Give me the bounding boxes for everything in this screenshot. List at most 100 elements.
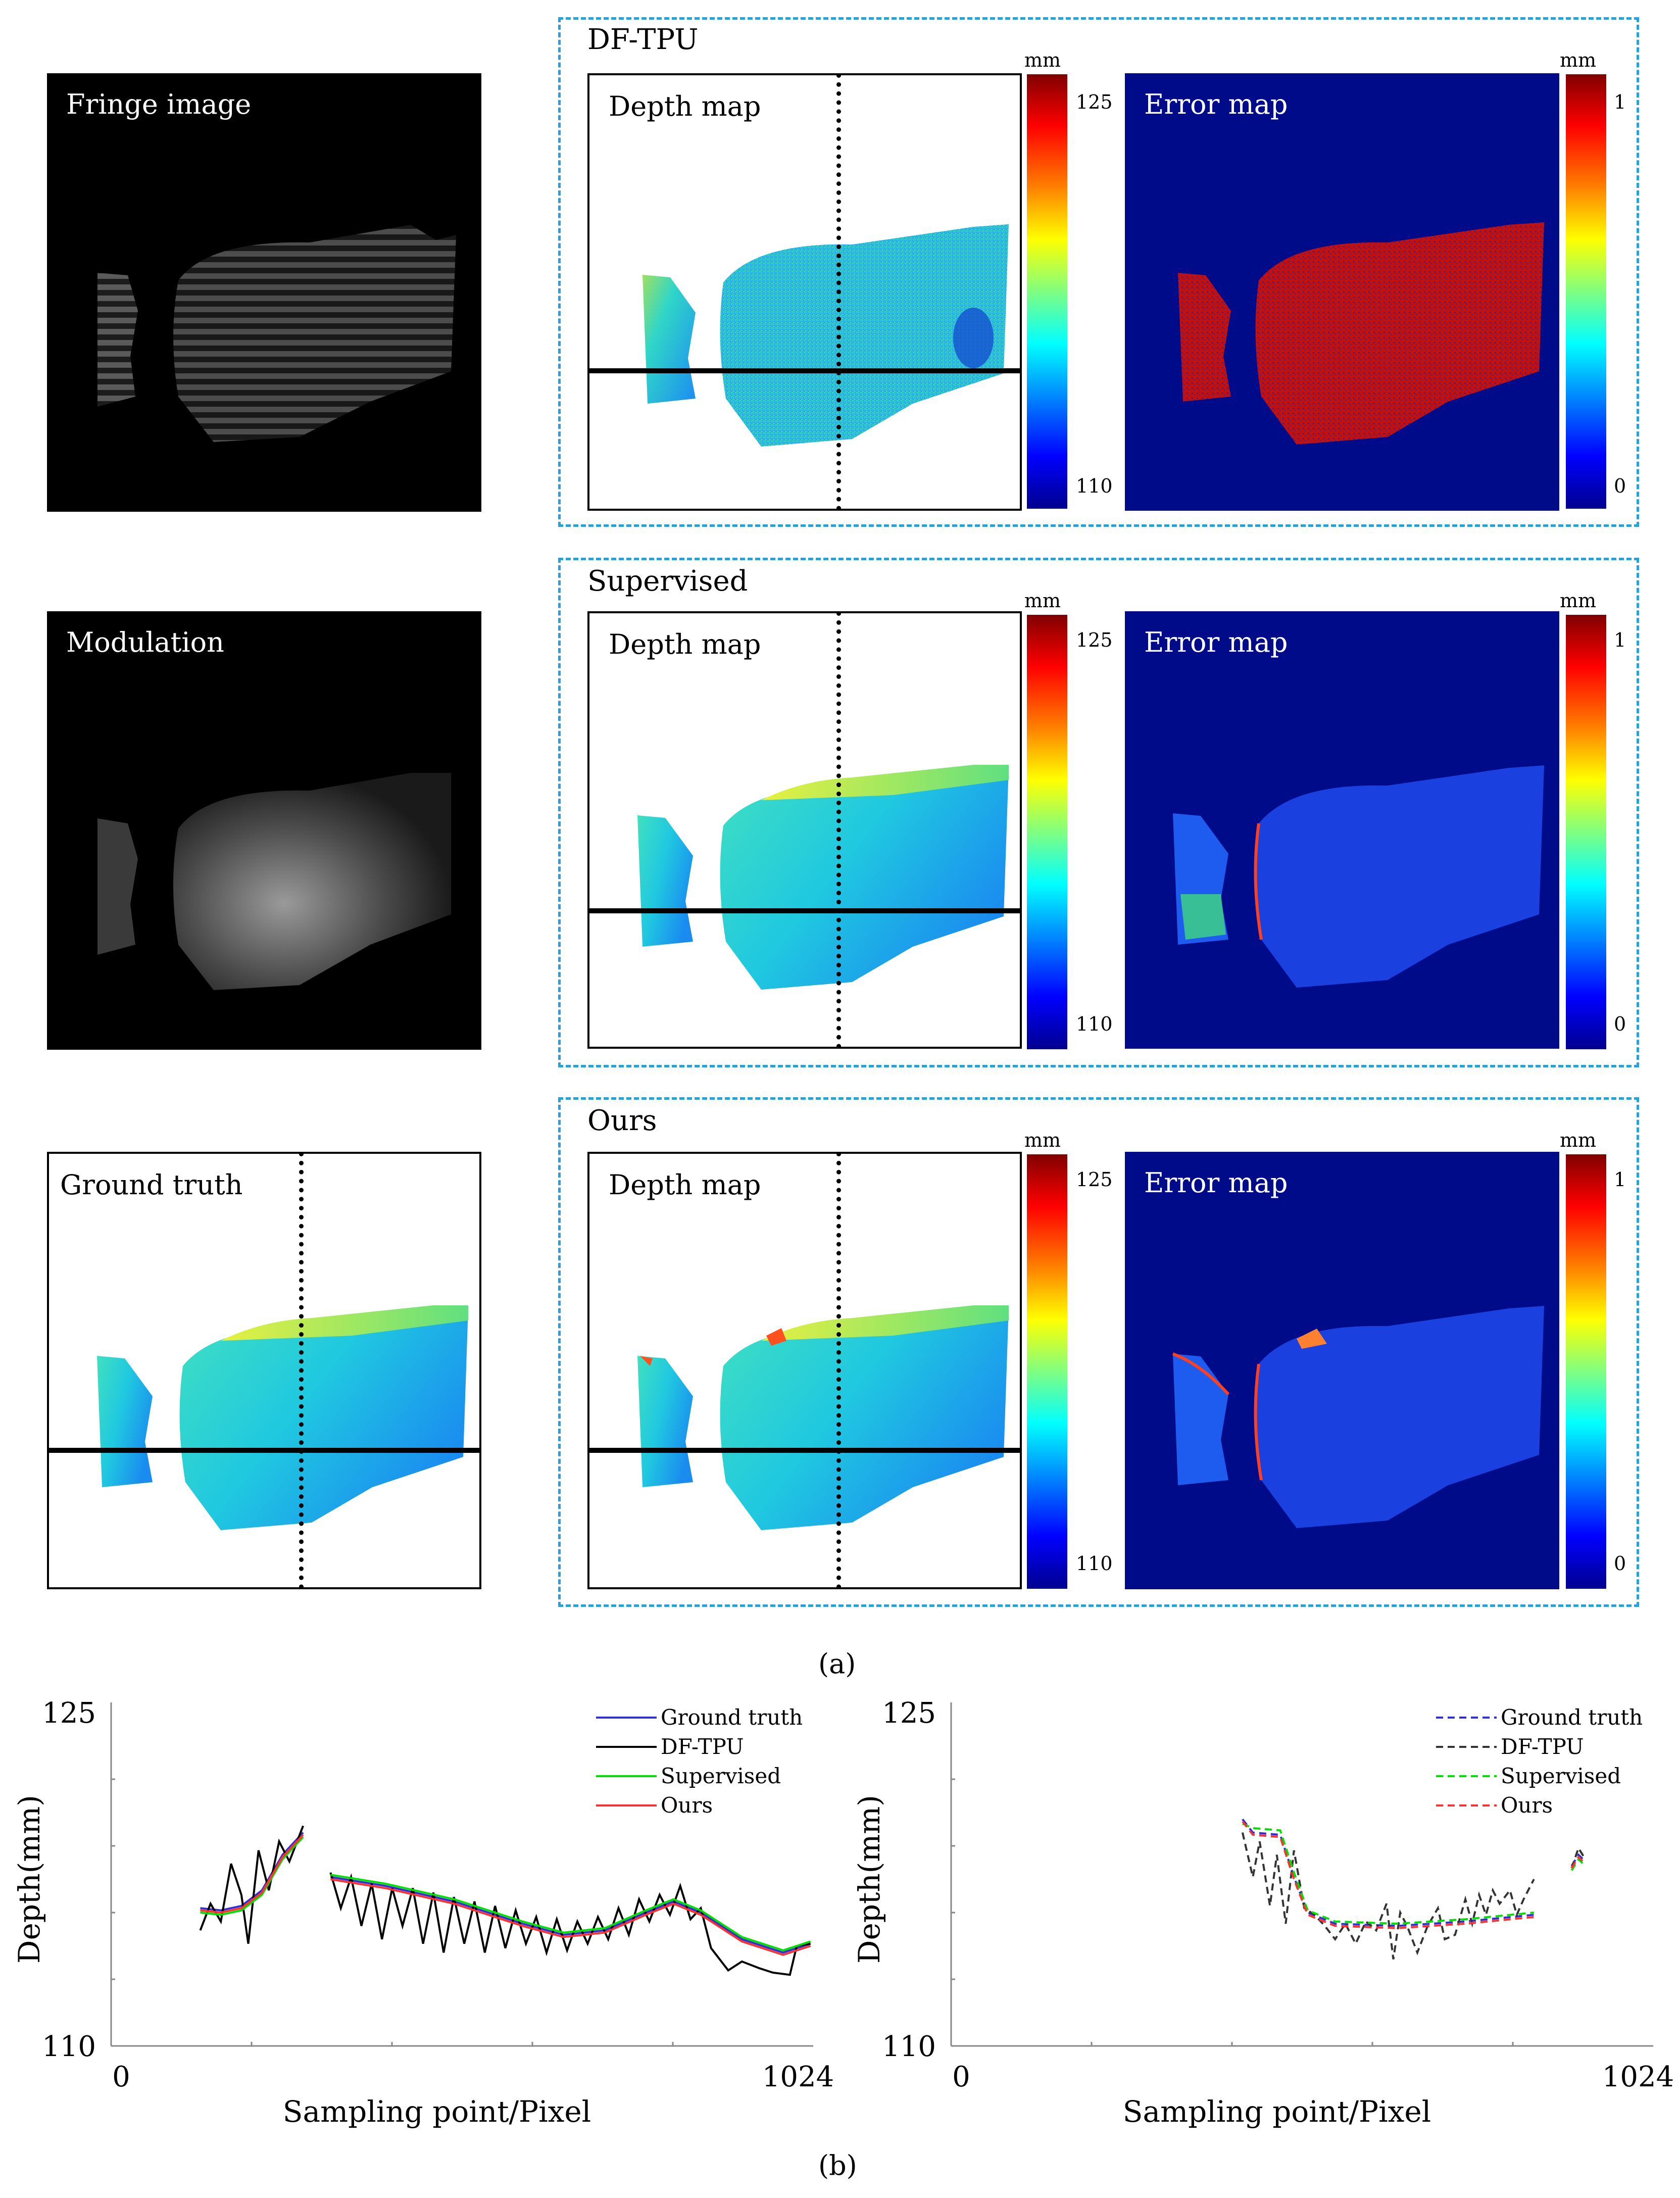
supervised-error-picture: [1173, 765, 1544, 988]
ours-title: Ours: [587, 1104, 657, 1137]
depth-cb-unit-1: mm: [1024, 49, 1061, 71]
error-colorbar-1: [1566, 74, 1606, 509]
ground-truth-label: Ground truth: [60, 1169, 243, 1201]
ours-depth-picture: [637, 1305, 1009, 1530]
ground-truth-vline: [299, 1152, 304, 1589]
modulation-label: Modulation: [66, 626, 224, 658]
series-df-tpu-seg-0: [1241, 1832, 1535, 1960]
y-tick-label-max: 125: [42, 1697, 96, 1730]
depth-colorbar-1: [1027, 74, 1067, 509]
ours-error-picture: [1172, 1306, 1544, 1528]
modulation-picture: [97, 773, 451, 990]
supervised-depth-map: Depth map: [587, 611, 1022, 1049]
supervised-depth-label: Depth map: [609, 628, 761, 660]
error-cb-max-2: 1: [1614, 629, 1626, 651]
fringe-image-picture: [97, 225, 456, 442]
depth-cb-min-1: 110: [1076, 475, 1113, 497]
series-df-tpu-seg-1: [1570, 1845, 1587, 1869]
supervised-title: Supervised: [587, 565, 748, 598]
ours-depth-vline: [836, 1152, 841, 1589]
fringe-image-label: Fringe image: [66, 88, 252, 120]
ground-truth-picture: [97, 1305, 469, 1530]
error-cb-max-3: 1: [1614, 1168, 1626, 1191]
legend-label: Supervised: [1501, 1764, 1621, 1788]
y-axis-label: Depth(mm): [852, 1795, 886, 1964]
y-tick-label-min: 110: [42, 2030, 96, 2063]
fringe-image-panel: Fringe image: [47, 73, 481, 512]
series-ours-seg-0: [1242, 1821, 1534, 1929]
error-cb-min-3: 0: [1614, 1552, 1626, 1575]
dftpu-error-label: Error map: [1144, 88, 1288, 120]
dftpu-error-picture: [1178, 222, 1544, 445]
caption-b: (b): [818, 2150, 857, 2181]
dftpu-depth-map: Depth map: [587, 73, 1022, 511]
depth-cb-max-1: 125: [1076, 91, 1113, 113]
error-cb-min-1: 0: [1614, 475, 1626, 497]
error-colorbar-3: [1566, 1154, 1606, 1589]
ours-group: [558, 1097, 1639, 1607]
legend-label: DF-TPU: [1501, 1734, 1584, 1759]
supervised-depth-vline: [836, 611, 841, 1049]
caption-a: (a): [818, 1648, 856, 1680]
x-tick-label-min: 0: [112, 2061, 130, 2093]
dftpu-group: [558, 17, 1639, 527]
depth-cb-max-3: 125: [1076, 1168, 1113, 1191]
x-tick-label-max: 1024: [762, 2061, 834, 2093]
ours-depth-map: Depth map: [587, 1152, 1022, 1589]
dftpu-depth-label: Depth map: [609, 90, 761, 122]
x-axis-label: Sampling point/Pixel: [283, 2094, 591, 2129]
y-tick-label-max: 125: [882, 1697, 936, 1730]
modulation-panel: Modulation: [47, 611, 481, 1050]
line-chart-right: 125 110 0 1024 Sampling point/Pixel Depth(mm)…: [852, 1697, 1674, 2129]
error-cb-unit-3: mm: [1560, 1129, 1597, 1151]
dftpu-depth-hline: [587, 368, 1022, 373]
supervised-depth-hline: [587, 908, 1022, 913]
series-df-tpu-seg-0: [199, 1825, 304, 1944]
legend-label: Supervised: [661, 1764, 781, 1788]
ground-truth-panel: Ground truth: [47, 1152, 481, 1589]
series-supervised-seg-1: [1570, 1858, 1586, 1871]
dftpu-title: DF-TPU: [587, 23, 699, 56]
series-ours-seg-1: [1570, 1855, 1586, 1869]
supervised-depth-picture: [637, 765, 1009, 990]
ours-error-label: Error map: [1144, 1167, 1288, 1199]
depth-cb-unit-2: mm: [1024, 590, 1061, 612]
ground-truth-hline: [47, 1448, 481, 1453]
series-ours-seg-0: [200, 1834, 304, 1914]
depth-cb-min-3: 110: [1076, 1552, 1113, 1575]
series-ground-truth-seg-1: [330, 1876, 811, 1954]
depth-cb-max-2: 125: [1076, 629, 1113, 651]
x-axis-label: Sampling point/Pixel: [1123, 2094, 1431, 2129]
series-supervised-seg-1: [330, 1874, 811, 1951]
series-ground-truth-seg-0: [1242, 1818, 1534, 1927]
error-cb-unit-1: mm: [1560, 49, 1597, 71]
depth-colorbar-2: [1027, 615, 1067, 1049]
x-tick-label-min: 0: [952, 2061, 970, 2093]
supervised-error-map: Error map: [1125, 611, 1559, 1049]
legend-label: DF-TPU: [661, 1734, 744, 1759]
depth-cb-min-2: 110: [1076, 1013, 1113, 1035]
legend-label: Ours: [661, 1793, 713, 1818]
y-axis-label: Depth(mm): [12, 1795, 46, 1964]
x-tick-label-max: 1024: [1602, 2061, 1674, 2093]
error-cb-min-2: 0: [1614, 1013, 1626, 1035]
series-supervised-seg-0: [1242, 1823, 1534, 1925]
error-cb-max-1: 1: [1614, 91, 1626, 113]
series-df-tpu-seg-1: [329, 1872, 811, 1976]
dftpu-error-map: Error map: [1125, 73, 1559, 511]
depth-cb-unit-3: mm: [1024, 1129, 1061, 1151]
supervised-group: [558, 558, 1639, 1067]
y-tick-label-min: 110: [882, 2030, 936, 2063]
ours-error-map: Error map: [1125, 1152, 1559, 1589]
depth-colorbar-3: [1027, 1154, 1067, 1589]
error-colorbar-2: [1566, 615, 1606, 1049]
series-ground-truth-seg-0: [200, 1832, 304, 1912]
legend-label: Ground truth: [1501, 1705, 1643, 1730]
supervised-error-label: Error map: [1144, 626, 1288, 658]
dftpu-depth-picture: [643, 224, 1009, 447]
series-supervised-seg-0: [200, 1836, 304, 1916]
ours-depth-hline: [587, 1448, 1022, 1453]
legend-label: Ours: [1501, 1793, 1553, 1818]
error-cb-unit-2: mm: [1560, 590, 1597, 612]
legend-label: Ground truth: [661, 1705, 803, 1730]
